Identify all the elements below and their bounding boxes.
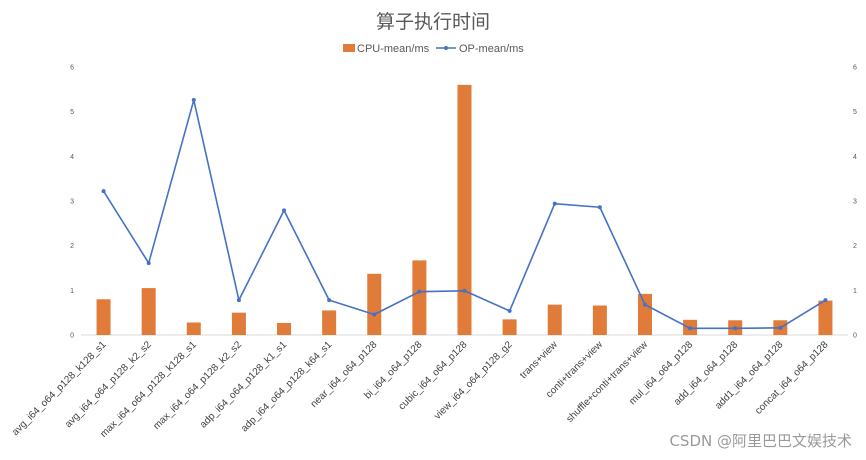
- y-right-tick-label: 3: [853, 199, 857, 206]
- y-left-tick-label: 4: [70, 154, 74, 161]
- op-point: [101, 189, 106, 194]
- y-right-tick-label: 4: [853, 154, 857, 161]
- chart-title: 算子执行时间: [376, 11, 490, 33]
- op-point: [507, 308, 512, 313]
- y-left-tick-label: 0: [70, 333, 74, 340]
- legend-label-op: OP-mean/ms: [459, 43, 524, 55]
- legend-marker-op: [444, 46, 448, 50]
- x-tick-label: adp_i64_o64_p128_k1_s1: [198, 339, 289, 430]
- y-left-tick-label: 6: [70, 65, 74, 72]
- x-axis-labels: avg_i64_o64_p128_k128_s1avg_i64_o64_p128…: [10, 339, 831, 440]
- x-tick-label: avg_i64_o64_p128_k128_s1: [10, 339, 109, 438]
- x-tick-label: max_i64_o64_p128_k128_s1: [98, 339, 199, 440]
- cpu-bar: [502, 319, 517, 335]
- y-right-tick-label: 6: [853, 65, 857, 72]
- line-series: [101, 98, 828, 331]
- cpu-bar: [412, 260, 427, 335]
- op-point: [823, 298, 828, 303]
- op-point: [642, 302, 647, 307]
- x-tick-label: shuffle+conti+trans+view: [564, 339, 650, 425]
- y-left-tick-label: 2: [70, 243, 74, 250]
- op-point: [597, 205, 602, 210]
- y-axis-left: 0 1 2 3 4 5 6: [70, 65, 74, 340]
- cpu-bar: [592, 305, 607, 335]
- cpu-bar: [637, 293, 652, 335]
- x-tick-label: view_i64_o64_p128_g2: [432, 339, 515, 422]
- y-left-tick-label: 1: [70, 288, 74, 295]
- op-point: [372, 312, 377, 317]
- y-left-tick-label: 5: [70, 109, 74, 116]
- op-point: [146, 261, 151, 266]
- op-point: [462, 288, 467, 293]
- legend-label-cpu: CPU-mean/ms: [357, 43, 430, 55]
- x-tick-label: adp_i64_o64_p128_k64_s1: [239, 339, 334, 434]
- x-tick-label: avg_i64_o64_p128_k2_s2: [63, 339, 154, 430]
- legend-swatch-cpu: [343, 44, 355, 52]
- y-right-tick-label: 5: [853, 109, 857, 116]
- op-point: [733, 326, 738, 331]
- op-point: [236, 298, 241, 303]
- op-point: [688, 326, 693, 331]
- op-point: [417, 289, 422, 294]
- x-tick-label: max_i64_o64_p128_k2_s2: [151, 339, 244, 432]
- legend: CPU-mean/ms OP-mean/ms: [343, 43, 524, 55]
- watermark: CSDN @阿里巴巴文娱技术: [669, 432, 852, 450]
- y-right-tick-label: 2: [853, 243, 857, 250]
- op-point: [282, 208, 287, 213]
- y-axis-right: 0 1 2 3 4 5 6: [853, 65, 857, 340]
- y-right-tick-label: 0: [853, 333, 857, 340]
- cpu-bar: [96, 299, 111, 335]
- op-point: [552, 201, 557, 206]
- cpu-bar: [141, 288, 156, 335]
- cpu-bar: [547, 304, 562, 335]
- cpu-bar: [186, 322, 201, 335]
- cpu-bar: [322, 310, 337, 335]
- y-right-tick-label: 1: [853, 288, 857, 295]
- cpu-bar: [231, 312, 246, 335]
- bar-series: [96, 84, 833, 335]
- cpu-bar: [818, 300, 833, 335]
- op-point: [327, 298, 332, 303]
- cpu-bar: [457, 84, 472, 335]
- x-tick-label: trans+view: [518, 339, 560, 381]
- op-point: [191, 98, 196, 103]
- cpu-bar: [367, 273, 382, 335]
- x-tick-label: concat_i64_o64_p128: [753, 339, 831, 417]
- cpu-bar: [277, 322, 292, 335]
- y-left-tick-label: 3: [70, 199, 74, 206]
- op-point: [778, 325, 783, 330]
